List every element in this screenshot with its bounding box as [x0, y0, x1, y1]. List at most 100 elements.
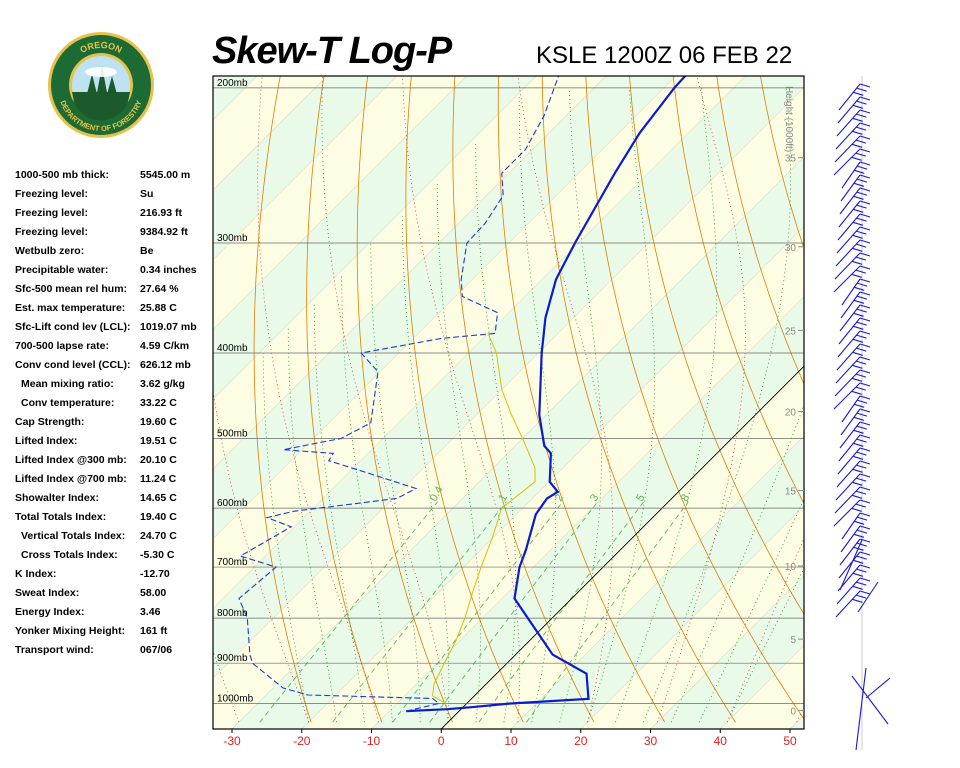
wind-barb-feather	[855, 373, 867, 378]
mixing-ratio-label: 1	[497, 492, 510, 503]
wind-barb-feather	[852, 104, 864, 109]
stat-label: Freezing level:	[15, 188, 88, 200]
stat-row: Conv cond level (CCL): 626.12 mb	[15, 356, 215, 375]
moist-adiabat	[287, 328, 337, 723]
wind-barb-feather	[856, 516, 868, 521]
wind-barb-feather	[859, 564, 871, 569]
wind-barb-staff	[838, 317, 861, 345]
moist-adiabat	[518, 97, 557, 723]
stat-label: Yonker Mixing Height:	[15, 625, 126, 637]
stat-label: Lifted Index @700 mb:	[15, 473, 127, 485]
stat-value: 5545.00 m	[140, 169, 191, 181]
wind-barb-feather	[852, 481, 863, 486]
stat-row: Freezing level: 9384.92 ft	[15, 223, 215, 242]
wind-barb-staff	[840, 291, 861, 319]
isotherm-line	[213, 76, 397, 261]
wind-barb-feather	[853, 559, 864, 564]
wind-barb-staff	[834, 486, 861, 514]
temperature-band	[213, 76, 804, 679]
wind-barb-feather	[852, 598, 863, 603]
wind-barb-feather	[859, 577, 871, 582]
moist-adiabat	[670, 403, 804, 723]
wind-barb-feather	[851, 507, 862, 512]
wind-barb-feather	[852, 117, 863, 122]
wind-barb-staff	[855, 667, 867, 751]
stat-value: 216.93 ft	[140, 207, 183, 219]
isotherm-line	[650, 575, 804, 729]
wind-barb-feather	[851, 273, 862, 278]
wind-barb-feather	[853, 299, 865, 304]
moist-adiabat	[262, 353, 309, 723]
stat-value: 9384.92 ft	[140, 226, 188, 238]
isotherm-line	[213, 76, 607, 470]
wind-barb-feather	[859, 122, 871, 127]
wind-barb-feather	[859, 96, 871, 101]
wind-barb-feather	[859, 486, 871, 491]
stat-label: Wetbulb zero:	[15, 245, 85, 257]
height-tick-label: 5	[790, 635, 796, 646]
wind-barb-feather	[859, 226, 871, 231]
stat-value: Su	[140, 188, 154, 200]
wind-barb-feather	[856, 594, 867, 599]
wind-barb-feather	[856, 425, 867, 430]
stat-row: Cross Totals Index: -5.30 C	[15, 546, 215, 565]
x-tick-label: 20	[574, 734, 588, 748]
wind-barb-feather	[851, 390, 862, 395]
wind-barb-feather	[852, 468, 863, 473]
pressure-label: 800mb	[217, 608, 248, 619]
wind-barb-staff	[833, 148, 861, 176]
dry-adiabat	[405, 76, 524, 723]
wind-barb-staff	[851, 675, 889, 725]
stat-value: 1019.07 mb	[140, 321, 197, 333]
wind-barb-feather	[859, 512, 871, 517]
station-label: KSLE 1200Z 06 FEB 22	[536, 42, 793, 69]
wind-barb-feather	[859, 148, 871, 153]
x-tick-label: -10	[363, 734, 381, 748]
dry-adiabat	[356, 76, 453, 723]
stat-label: Vertical Totals Index:	[21, 530, 126, 542]
wind-barb-staff	[836, 226, 861, 254]
wind-barb-staff	[838, 200, 861, 228]
wind-barb-feather	[852, 221, 864, 226]
wind-barb-feather	[853, 533, 865, 538]
stat-label: K Index:	[15, 568, 57, 580]
wind-barb-feather	[856, 399, 868, 404]
wind-barb-feather	[852, 364, 863, 369]
wind-barb-staff	[833, 265, 861, 293]
wind-barb-feather	[856, 165, 868, 170]
wind-barb-staff	[833, 382, 861, 410]
stats-panel: 1000-500 mb thick: 5545.00 m Freezing leve…	[15, 166, 215, 660]
dry-adiabat	[760, 76, 804, 250]
wind-barb-feather	[859, 460, 871, 465]
wind-barb-feather	[853, 325, 864, 330]
logo-top-text: OREGON	[78, 40, 123, 55]
pressure-label: 200mb	[217, 78, 248, 89]
stat-label: 700-500 lapse rate:	[15, 340, 109, 352]
wind-barb-feather	[859, 278, 871, 283]
wind-barb-feather	[859, 408, 871, 413]
wind-barb-feather	[859, 538, 871, 543]
wind-barb-feather	[852, 351, 863, 356]
wind-barb-feather	[856, 451, 867, 456]
stat-value: 14.65 C	[140, 492, 177, 504]
stat-value: -12.70	[140, 568, 170, 580]
stat-label: Conv cond level (CCL):	[15, 359, 131, 371]
wind-barb-staff	[836, 460, 861, 488]
wind-barb-feather	[853, 312, 864, 317]
height-tick-label: 20	[785, 407, 797, 418]
wind-barb-feather	[854, 403, 865, 408]
wind-barb-feather	[859, 421, 871, 426]
wind-barb-feather	[852, 247, 863, 252]
wind-barb-staff	[838, 83, 861, 111]
wind-barb-feather	[855, 152, 866, 157]
stat-row: Vertical Totals Index: 24.70 C	[15, 527, 215, 546]
wind-barb-feather	[856, 308, 867, 313]
moist-adiabat	[643, 87, 791, 723]
wind-barb-feather	[859, 83, 871, 88]
wind-barb-feather	[859, 252, 871, 257]
wind-barb-staff	[840, 174, 861, 202]
dewpoint-line	[238, 76, 560, 712]
x-tick-label: 0	[438, 734, 445, 748]
